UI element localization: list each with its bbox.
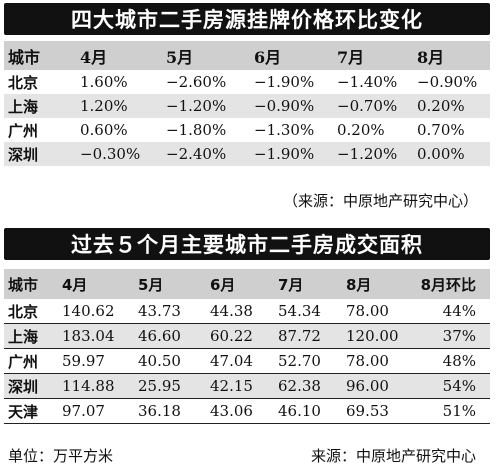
table-cell: −1.90% — [254, 142, 337, 166]
row-city: 广州 — [4, 348, 62, 374]
header-month: 7月 — [278, 269, 346, 299]
table-cell: 52.70 — [278, 348, 346, 374]
row-city: 上海 — [4, 323, 62, 349]
table-cell: −1.20% — [166, 94, 254, 118]
table-row: 上海 183.04 46.60 60.22 87.72 120.00 37% — [4, 323, 490, 349]
table-cell: 0.70% — [417, 121, 465, 139]
table-cell: 54% — [418, 373, 490, 399]
table2-footer: 单位：万平方米 来源：中原地产研究中心 — [4, 443, 490, 467]
table-cell: 37% — [418, 323, 490, 349]
table-cell: 140.62 — [62, 299, 138, 324]
table-header-row: 城市 4月 5月 6月 7月 8月 — [4, 41, 490, 70]
table-cell: 46.60 — [138, 323, 210, 349]
table-cell: 44% — [418, 299, 490, 324]
table-cell: 0.00% — [417, 142, 490, 166]
table-cell: 0.20% — [417, 94, 490, 118]
header-month: 5月 — [138, 269, 210, 299]
table-cell: −0.30% — [74, 142, 166, 166]
table-row: 天津 97.07 36.18 43.06 46.10 69.53 51% — [4, 398, 490, 424]
row-city: 深圳 — [4, 142, 74, 166]
header-month: 8月 — [417, 41, 490, 70]
table-row: 上海 1.20% −1.20% −0.90% −0.70% 0.20% — [4, 94, 490, 118]
table-cell: 97.07 — [62, 398, 138, 424]
table-cell: 44.38 — [210, 299, 278, 324]
table-cell: −1.30% — [254, 121, 315, 139]
table-cell: 46.10 — [278, 398, 346, 424]
table-row: 广州 0.60% −1.80% −1.30% 0.20% 0.70% — [4, 118, 490, 142]
table-row: 深圳 114.88 25.95 42.15 62.38 96.00 54% — [4, 373, 490, 399]
table-cell: 0.60% — [80, 121, 128, 139]
header-month: 4月 — [74, 41, 166, 70]
table-cell: 43.06 — [210, 398, 278, 424]
unit-note: 单位：万平方米 — [8, 447, 114, 465]
table-cell: 25.95 — [138, 373, 210, 399]
table-cell: 0.20% — [337, 121, 385, 139]
table2-source: 来源：中原地产研究中心 — [310, 447, 476, 465]
header-month: 6月 — [254, 41, 337, 70]
table1-title: 四大城市二手房源挂牌价格环比变化 — [4, 3, 490, 35]
table1-source: （来源：中原地产研究中心） — [282, 192, 478, 210]
table-row: 广州 59.97 40.50 47.04 52.70 78.00 48% — [4, 348, 490, 374]
table-cell: 51% — [418, 398, 490, 424]
table-row: 北京 1.60% −2.60% −1.90% −1.40% −0.90% — [4, 70, 490, 94]
header-month: 7月 — [337, 41, 417, 70]
table-cell: 114.88 — [62, 373, 138, 399]
table-cell: 120.00 — [346, 323, 418, 349]
table-cell: 40.50 — [138, 348, 210, 374]
listing-price-table: 城市 4月 5月 6月 7月 8月 北京 1.60% −2.60% −1.90%… — [4, 41, 490, 166]
table-cell: −1.90% — [254, 73, 315, 91]
table-cell: 78.00 — [346, 299, 418, 324]
row-city: 深圳 — [4, 373, 62, 399]
table-cell: −1.40% — [337, 73, 398, 91]
table-cell: 1.20% — [74, 94, 166, 118]
row-city: 北京 — [4, 299, 62, 324]
table-cell: −2.40% — [166, 142, 254, 166]
row-city: 广州 — [8, 121, 39, 140]
table-cell: −0.90% — [417, 73, 478, 91]
table-row: 北京 140.62 43.73 44.38 54.34 78.00 44% — [4, 299, 490, 324]
table-cell: 54.34 — [278, 299, 346, 324]
table-cell: 96.00 — [346, 373, 418, 399]
row-city: 北京 — [8, 73, 39, 92]
table-cell: 69.53 — [346, 398, 418, 424]
header-month: 5月 — [166, 41, 254, 70]
table-cell: 62.38 — [278, 373, 346, 399]
table2-title: 过去５个月主要城市二手房成交面积 — [4, 228, 490, 260]
table-cell: 47.04 — [210, 348, 278, 374]
transaction-area-table: 城市 4月 5月 6月 7月 8月 8月环比 北京 140.62 43.73 4… — [4, 269, 490, 424]
table-cell: 59.97 — [62, 348, 138, 374]
header-month: 8月 — [346, 269, 418, 299]
header-month: 6月 — [210, 269, 278, 299]
table-cell: 36.18 — [138, 398, 210, 424]
table-cell: −1.80% — [166, 121, 227, 139]
table-cell: 43.73 — [138, 299, 210, 324]
row-city: 上海 — [4, 94, 74, 118]
table-cell: 78.00 — [346, 348, 418, 374]
table-row: 深圳 −0.30% −2.40% −1.90% −1.20% 0.00% — [4, 142, 490, 166]
table-cell: 87.72 — [278, 323, 346, 349]
header-city: 城市 — [4, 41, 74, 70]
table-cell: −0.90% — [254, 94, 337, 118]
header-city: 城市 — [4, 269, 62, 299]
table-cell: 1.60% — [80, 73, 128, 91]
table-cell: 60.22 — [210, 323, 278, 349]
table-cell: 42.15 — [210, 373, 278, 399]
table-cell: −1.20% — [337, 142, 417, 166]
table-cell: 48% — [418, 348, 490, 374]
header-month: 4月 — [62, 269, 138, 299]
table-header-row: 城市 4月 5月 6月 7月 8月 8月环比 — [4, 269, 490, 299]
table-cell: −0.70% — [337, 94, 417, 118]
table-cell: −2.60% — [166, 73, 227, 91]
row-city: 天津 — [4, 398, 62, 424]
table-cell: 183.04 — [62, 323, 138, 349]
header-mom: 8月环比 — [418, 269, 490, 299]
